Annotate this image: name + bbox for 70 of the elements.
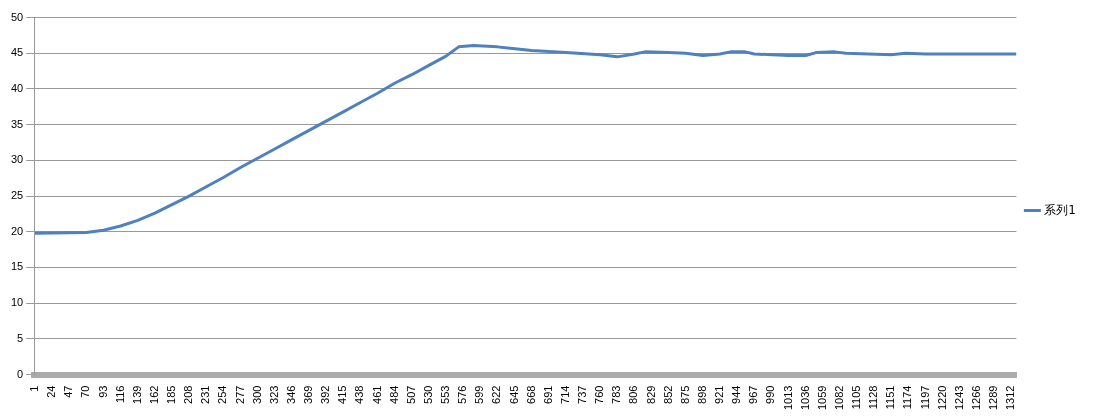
y-tick-label: 20	[10, 224, 24, 237]
x-tick-label: 530	[421, 385, 434, 404]
x-tick-label: 162	[147, 385, 160, 404]
x-tick-label: 1105	[850, 385, 863, 410]
x-tick-label: 714	[558, 385, 571, 404]
y-tick-label: 45	[10, 46, 24, 59]
x-tick-label: 1197	[918, 385, 931, 410]
x-tick-label: 346	[284, 385, 297, 404]
x-tick-label: 1059	[815, 385, 828, 411]
x-tick-label: 438	[353, 385, 366, 404]
y-tick-label: 10	[10, 296, 24, 309]
x-tick-label: 898	[695, 385, 708, 404]
x-tick-label: 553	[439, 385, 452, 404]
y-tick-label: 35	[10, 117, 24, 130]
x-tick-label: 806	[627, 385, 640, 404]
x-tick-label: 461	[370, 385, 383, 404]
x-tick-label: 875	[678, 385, 691, 404]
x-tick-label: 576	[456, 385, 469, 404]
y-tick-label: 15	[10, 260, 24, 273]
x-tick-label: 1036	[798, 385, 811, 411]
x-tick-label: 415	[336, 385, 349, 404]
x-tick-label: 852	[661, 385, 674, 404]
x-tick-label: 1128	[867, 385, 880, 410]
y-tick-label: 0	[17, 367, 24, 380]
x-tick-label: 645	[507, 385, 520, 404]
y-tick-label: 50	[10, 10, 24, 23]
x-tick-label: 1013	[781, 385, 794, 411]
x-tick-label: 323	[267, 385, 280, 404]
x-tick-label: 300	[250, 385, 263, 404]
x-tick-label: 484	[387, 385, 400, 404]
x-tick-label: 507	[404, 385, 417, 404]
x-tick-label: 760	[593, 385, 606, 404]
x-tick-label: 944	[730, 385, 743, 404]
x-tick-label: 967	[747, 385, 760, 404]
x-tick-label: 70	[79, 385, 92, 398]
x-tick-label: 1266	[969, 385, 982, 411]
x-tick-label: 829	[644, 385, 657, 404]
x-tick-label: 369	[302, 385, 315, 404]
x-tick-label: 691	[541, 385, 554, 404]
x-tick-label: 231	[199, 385, 212, 404]
x-tick-label: 116	[113, 385, 126, 404]
x-tick-label: 185	[165, 385, 178, 404]
x-tick-label: 622	[490, 385, 503, 404]
x-tick-label: 668	[524, 385, 537, 404]
x-tick-label: 254	[216, 385, 229, 404]
y-tick-label: 5	[17, 331, 24, 344]
x-tick-label: 1151	[884, 385, 897, 410]
x-tick-label: 783	[610, 385, 623, 404]
x-tick-label: 990	[764, 385, 777, 404]
y-tick-label: 30	[10, 153, 24, 166]
x-tick-label: 1289	[987, 385, 1000, 411]
x-tick-label: 599	[473, 385, 486, 404]
x-tick-label: 277	[233, 385, 246, 404]
x-tick-label: 1	[28, 385, 41, 392]
legend-label: 系列1	[1044, 202, 1077, 217]
x-tick-label: 1312	[1004, 385, 1017, 411]
x-tick-label: 921	[713, 385, 726, 404]
x-tick-label: 392	[319, 385, 332, 404]
x-tick-label: 1220	[935, 385, 948, 411]
x-tick-label: 1174	[901, 385, 914, 410]
x-tick-label: 1243	[952, 385, 965, 411]
y-tick-label: 25	[10, 189, 24, 202]
y-tick-label: 40	[10, 82, 24, 95]
x-tick-label: 139	[130, 385, 143, 404]
x-tick-label: 737	[576, 385, 589, 404]
x-tick-label: 24	[45, 385, 58, 398]
x-tick-label: 93	[96, 385, 109, 398]
x-tick-label: 208	[182, 385, 195, 404]
x-tick-label: 1082	[832, 385, 845, 411]
x-tick-label: 47	[62, 385, 75, 398]
